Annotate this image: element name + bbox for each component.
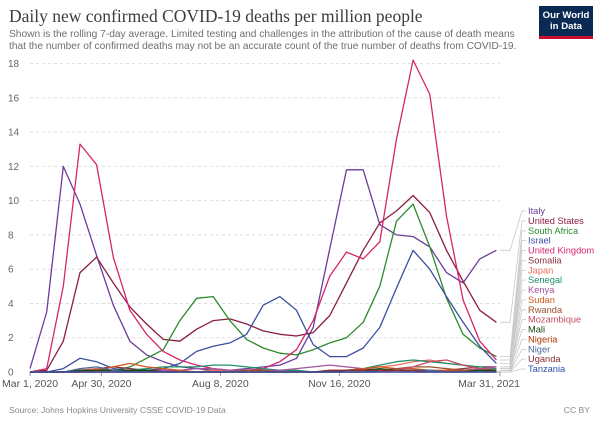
line-chart: 0 2 4 6 8 10 12 14 16 18 Mar 1, 2020 Apr 30, 2020 A… <box>2 59 594 390</box>
legend-label[interactable]: Sudan <box>528 295 555 305</box>
legend-label[interactable]: United States <box>528 216 584 226</box>
legend-connector <box>500 289 526 368</box>
y-axis-ticks: 0 2 4 6 8 10 12 14 16 18 <box>8 59 20 378</box>
y-tick-label: 10 <box>8 196 20 207</box>
logo-line-1: Our World <box>542 10 590 21</box>
grid-lines <box>30 63 500 373</box>
chart-subtitle: Shown is the rolling 7-day average. Limi… <box>9 29 517 52</box>
x-tick-label: Aug 8, 2020 <box>192 378 249 390</box>
series-lines <box>29 59 497 373</box>
legend-label[interactable]: Israel <box>528 236 551 246</box>
x-axis-ticks: Mar 1, 2020 Apr 30, 2020 Aug 8, 2020 Nov 16… <box>2 372 520 390</box>
legend-connector <box>500 210 526 251</box>
legend-connector <box>500 279 526 370</box>
y-tick-label: 14 <box>8 128 20 139</box>
series-line[interactable] <box>29 194 497 373</box>
legend-connector <box>500 250 526 361</box>
y-tick-label: 0 <box>8 368 14 379</box>
legend-connector <box>500 329 526 371</box>
y-tick-label: 8 <box>8 230 14 241</box>
y-tick-label: 6 <box>8 265 14 276</box>
owid-logo[interactable]: Our World in Data <box>539 6 593 39</box>
logo-line-2: in Data <box>550 21 582 32</box>
legend-label[interactable]: Italy <box>528 206 545 216</box>
legend-label[interactable]: Japan <box>528 265 553 275</box>
series-line[interactable] <box>29 165 497 371</box>
legend-connector <box>500 259 526 368</box>
y-tick-label: 16 <box>8 93 20 104</box>
legend-label[interactable]: Niger <box>528 344 550 354</box>
x-tick-label: Apr 30, 2020 <box>71 378 131 390</box>
series-line[interactable] <box>29 59 497 373</box>
series-line[interactable] <box>30 249 497 373</box>
legend-connector <box>500 230 526 358</box>
legend-label[interactable]: Tanzania <box>528 364 566 374</box>
series-line[interactable] <box>30 203 497 373</box>
legend-label[interactable]: Kenya <box>528 285 555 295</box>
legend-label[interactable]: Nigeria <box>528 334 558 344</box>
x-tick-label: Mar 1, 2020 <box>2 378 58 390</box>
legend-label[interactable]: Uganda <box>528 354 561 364</box>
y-tick-label: 4 <box>8 299 14 310</box>
legend-label[interactable]: Mozambique <box>528 315 581 325</box>
legend-label[interactable]: Somalia <box>528 255 562 265</box>
y-tick-label: 18 <box>8 59 20 70</box>
legend-label[interactable]: United Kingdom <box>528 246 594 256</box>
y-tick-label: 12 <box>8 162 20 173</box>
legend-label[interactable]: Rwanda <box>528 305 563 315</box>
legend-label[interactable]: Mali <box>528 325 545 335</box>
chart-title: Daily new confirmed COVID-19 deaths per … <box>9 6 423 26</box>
y-tick-label: 2 <box>8 333 14 344</box>
legend-label[interactable]: Senegal <box>528 275 562 285</box>
source-note: Source: Johns Hopkins University CSSE CO… <box>9 405 226 415</box>
x-tick-label: Mar 31, 2021 <box>458 378 520 390</box>
x-tick-label: Nov 16, 2020 <box>308 378 371 390</box>
legend-connector <box>500 220 526 323</box>
license-link[interactable]: CC BY <box>563 405 590 415</box>
legend-label[interactable]: South Africa <box>528 226 579 236</box>
legend-connector <box>500 368 526 373</box>
